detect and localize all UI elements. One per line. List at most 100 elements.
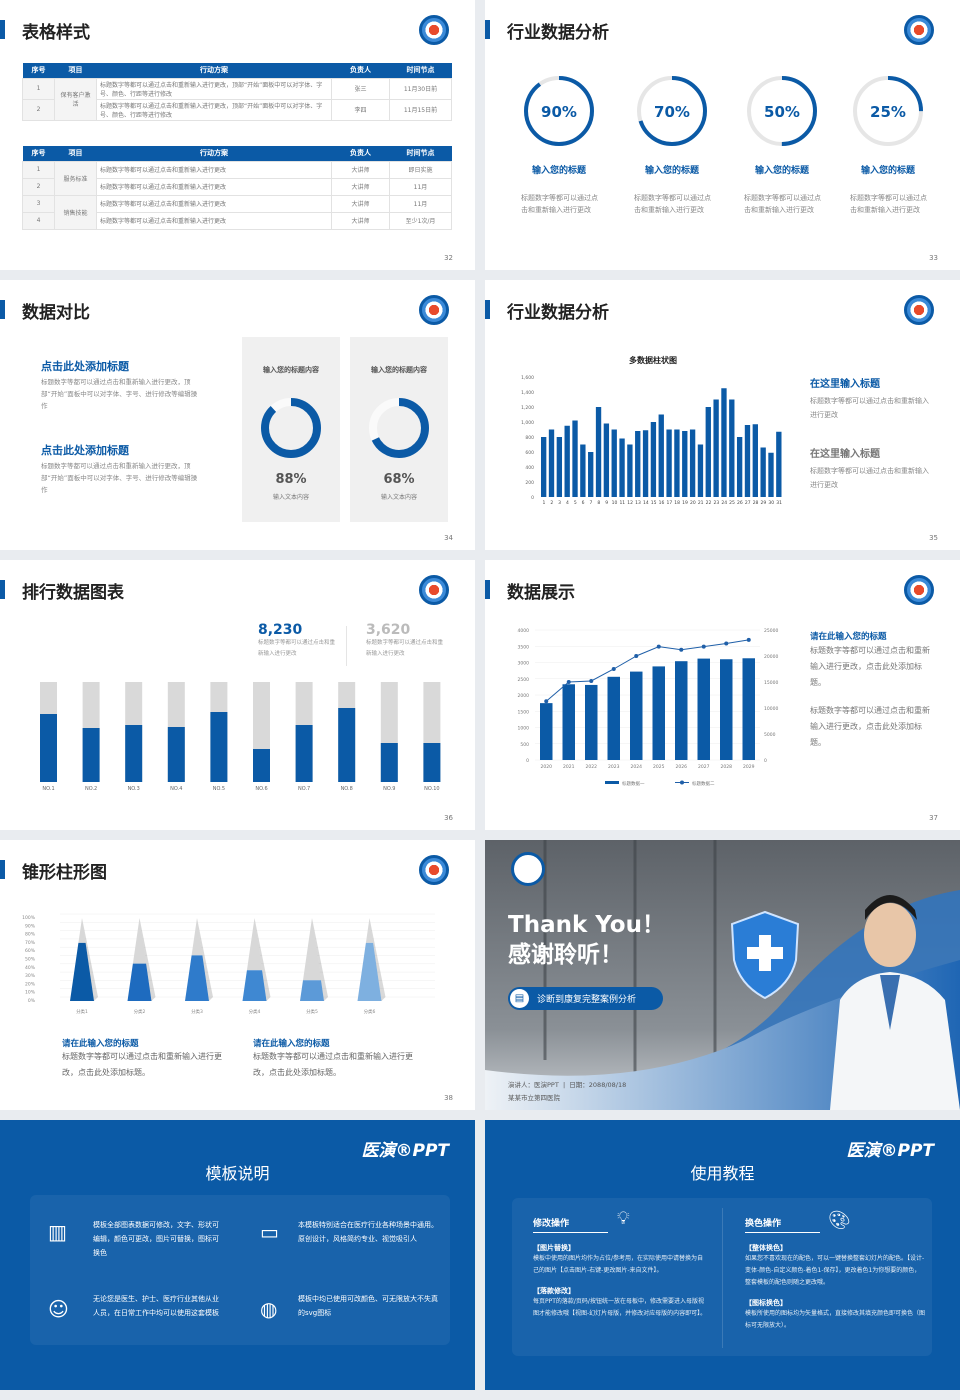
donut-chart: 输入您的标题内容 88% 输入文本内容 <box>261 365 321 501</box>
bar <box>742 658 755 760</box>
bar <box>82 728 100 782</box>
action-table-2: 序号 项目 行动方案 负责人 时间节点 1 服务标准 标题数字等都可以通过点击和重新输入进行… <box>22 146 452 230</box>
x-tick-label: 23 <box>714 500 720 506</box>
thank-you-title: Thank You！ 感谢聆听！ <box>508 910 665 970</box>
progress-ring: 90% <box>524 76 594 146</box>
progress-ring: 50% <box>747 76 817 146</box>
ring-title: 输入您的标题 <box>754 166 809 176</box>
side-heading: 请在此输入您的标题 <box>810 632 887 642</box>
y-right-tick: 25000 <box>764 628 778 634</box>
sub-heading: 【图片替换】 <box>533 1244 575 1252</box>
date: 日期：2088/08/18 <box>569 1081 627 1089</box>
stat-text: 标题数字等都可以通过点击和重新输入进行更改 <box>258 640 336 657</box>
th: 项目 <box>54 63 97 78</box>
pyramid-top <box>246 918 263 971</box>
x-tick-label: 2029 <box>743 764 755 770</box>
pages-icon: ▥ <box>48 1220 67 1244</box>
hospital-logo-icon <box>904 15 934 45</box>
pyramid-value <box>357 942 382 1001</box>
cell: 大讲师 <box>331 194 390 213</box>
bar <box>572 420 578 497</box>
panel-caption: 输入文本内容 <box>381 493 417 501</box>
slide-title: 表格样式 <box>22 23 90 43</box>
cell: 至少1次/月 <box>389 211 452 230</box>
x-tick-label: NO.7 <box>298 786 310 792</box>
bar <box>682 431 688 497</box>
slide-title: 使用教程 <box>690 1164 755 1183</box>
bar <box>295 725 313 782</box>
hospital-logo-icon <box>419 15 449 45</box>
y-right-tick: 15000 <box>764 680 778 686</box>
title-accent <box>0 860 5 879</box>
donut-chart: 输入您的标题内容 68% 输入文本内容 <box>369 365 429 501</box>
bar <box>40 714 57 782</box>
bar <box>603 423 610 497</box>
table-row: 4 标题数字等都可以通过点击和重新输入进行更改 大讲师 至少1次/月 <box>22 211 452 230</box>
bar <box>210 712 228 782</box>
panel-title: 输入您的标题内容 <box>263 365 319 374</box>
x-tick-label: 11 <box>619 500 625 506</box>
cell: 1 <box>22 77 55 100</box>
pyramid-value <box>242 970 267 1001</box>
th: 负责人 <box>331 63 390 78</box>
bar <box>167 727 185 782</box>
legend-label: 标题数据一 <box>622 780 645 787</box>
cell: 标题数字等都可以通过点击和重新输入进行更改 <box>96 177 332 196</box>
medical-shield-icon <box>730 910 800 1000</box>
block-text: 标题数字等都可以通过点击和重新输入进行更改，点击此处添加标题。 <box>253 1052 413 1077</box>
page-number: 32 <box>444 254 453 262</box>
x-tick-label: 17 <box>666 500 672 506</box>
x-tick-label: NO.6 <box>255 786 267 792</box>
cell: 2 <box>22 98 55 121</box>
y-tick-label: 1,600 <box>521 375 534 381</box>
donut-panel: 输入您的标题内容 68% 输入文本内容 <box>350 337 448 522</box>
x-tick-label: NO.1 <box>42 786 54 792</box>
x-tick-label: 24 <box>721 500 727 506</box>
x-tick-label: 3 <box>558 500 561 506</box>
x-tick-label: 7 <box>590 500 593 506</box>
y-left-tick: 2000 <box>518 693 530 699</box>
notes-card <box>30 1195 450 1345</box>
tutorial-card <box>512 1198 932 1356</box>
cell: 销售技能 <box>54 194 97 230</box>
slide-ranking-chart: 排行数据图表 8,230 标题数字等都可以通过点击和重新输入进行更改 3,620… <box>0 560 475 830</box>
y-tick-label: 200 <box>525 480 534 486</box>
bar <box>541 437 547 497</box>
bar <box>697 658 710 760</box>
x-tick-label: 15 <box>651 500 657 506</box>
ranking-bar-chart: NO.1 NO.2 NO.3 NO.4 NO.5 NO.6 NO.7 NO.8 NO.9 NO.1… <box>40 682 441 792</box>
pyramid-value <box>300 980 324 1001</box>
x-tick-label: 2022 <box>586 764 598 770</box>
case-analysis-button[interactable]: ▤ 诊断到康复完整案例分析 <box>508 987 663 1010</box>
modify-section: 修改操作 【图片替换】 模板中使用的图片均作为占位/参考用，在实际使用中请替换为… <box>533 1216 708 1320</box>
y-tick-label: 50% <box>25 957 36 963</box>
line-point <box>544 699 549 704</box>
table-row: 1 保有客户激活 标题数字等都可以通过点击和重新输入进行更改，顶部“开始”面板中可以… <box>22 77 452 121</box>
chart-title: 多数据柱状图 <box>629 355 677 365</box>
x-tick-label: 4 <box>566 500 569 506</box>
progress-ring-fill <box>524 76 594 146</box>
bar <box>585 684 598 760</box>
cell: 标题数字等都可以通过点击和重新输入进行更改，顶部“开始”面板中可以对字体、字号、… <box>96 77 332 100</box>
note-text: 本模板特别适合在医疗行业各种场景中通用。原创设计，风格简约专业、视觉吸引人 <box>298 1221 438 1243</box>
donut-fill <box>369 398 429 458</box>
bar <box>776 431 782 497</box>
y-right-tick: 20000 <box>764 654 778 660</box>
donut-panel: 输入您的标题内容 88% 输入文本内容 <box>242 337 340 522</box>
bar <box>729 399 735 497</box>
y-tick-label: 400 <box>525 465 534 471</box>
sub-heading: 【整体换色】 <box>745 1244 787 1252</box>
palette-icon: 🎨︎ <box>828 1210 851 1231</box>
x-tick-label: 分类2 <box>134 1008 146 1015</box>
bar <box>666 429 672 497</box>
y-tick-label: 40% <box>25 965 36 971</box>
sub-text: 模板中使用的图片均作为占位/参考用，在实际使用中请替换为自己的图片【点击图片-右… <box>533 1255 704 1274</box>
bar <box>689 429 696 497</box>
x-tick-label: 1 <box>542 500 545 506</box>
note-text: 无论您是医生、护士、医疗行业其他从业人员，在日常工作中均可以使用这套模板 <box>93 1295 219 1317</box>
x-tick-label: 26 <box>737 500 743 506</box>
slide-title: 数据对比 <box>22 303 90 323</box>
slide-pyramid-chart: 锥形柱形图 0% 10% 20% 30% 40% 50% 60% 70% 80% 90% 100% 分… <box>0 840 475 1110</box>
bar <box>760 447 766 497</box>
x-tick-label: NO.2 <box>85 786 97 792</box>
